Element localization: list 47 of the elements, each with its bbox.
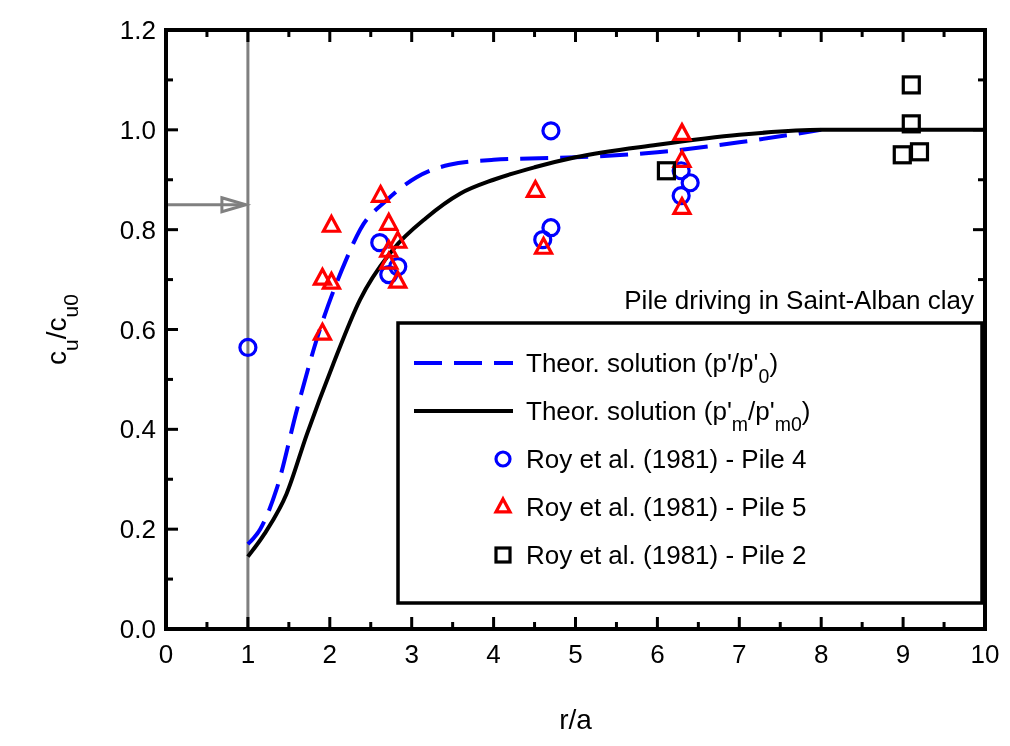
point	[541, 218, 561, 238]
x-tick-label: 1	[240, 639, 256, 669]
x-tick-label: 2	[322, 639, 338, 669]
y-tick-label: 0.4	[119, 414, 156, 445]
y-tick-label: 0.0	[119, 614, 156, 644]
x-axis-title: r/a	[559, 704, 593, 735]
point	[312, 267, 333, 286]
y-tick-label: 0.6	[119, 314, 156, 345]
point	[533, 236, 554, 255]
point	[672, 123, 692, 142]
y-tick-label: 1.2	[119, 15, 156, 45]
legend-label: Theor. solution (p'/p'$_{0}$)	[526, 348, 779, 387]
x-tick-label: 0	[158, 639, 174, 669]
point	[321, 214, 342, 233]
point	[379, 212, 399, 231]
x-tick-label: 7	[732, 639, 747, 669]
point	[672, 196, 692, 215]
point	[892, 145, 912, 165]
point	[388, 270, 408, 289]
point	[388, 230, 408, 249]
point	[379, 251, 399, 270]
legend-label: Roy et al. (1981) - Pile 5	[526, 492, 807, 522]
point	[680, 173, 700, 193]
point	[909, 142, 930, 162]
point	[901, 114, 921, 134]
legend-label: Roy et al. (1981) - Pile 2	[526, 540, 807, 570]
x-tick-label: 5	[568, 639, 583, 669]
point	[370, 184, 391, 203]
x-tick-label: 3	[404, 639, 419, 669]
point	[379, 239, 399, 258]
legend-label: Theor. solution (p'$_{m}$/p'$_{m0}$)	[526, 396, 811, 435]
x-tick-label: 9	[895, 639, 911, 669]
y-tick-label: 0.2	[119, 514, 156, 545]
x-tick-label: 8	[813, 639, 829, 669]
point	[541, 121, 561, 141]
legend-title: Pile driving in Saint-Alban clay	[624, 285, 974, 315]
x-tick-label: 4	[486, 639, 501, 669]
point	[901, 75, 921, 95]
x-tick-label: 6	[650, 639, 665, 669]
point	[656, 161, 677, 181]
point	[525, 179, 545, 198]
x-tick-label: 10	[970, 639, 1000, 669]
point	[321, 271, 342, 290]
point	[312, 322, 333, 341]
y-tick-label: 1.0	[119, 114, 156, 145]
legend-label: Roy et al. (1981) - Pile 4	[526, 444, 807, 474]
y-tick-label: 0.8	[119, 214, 156, 245]
